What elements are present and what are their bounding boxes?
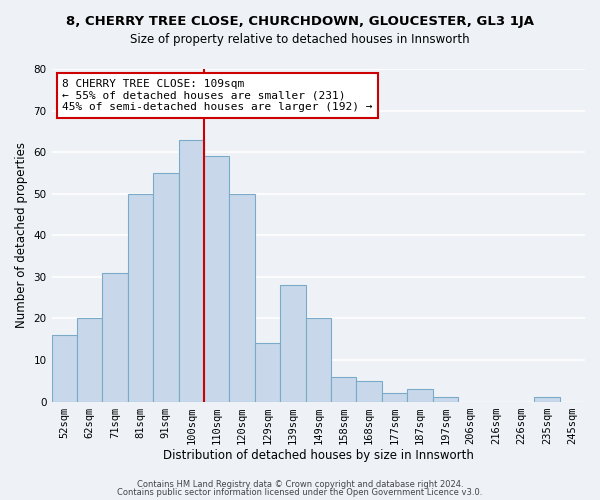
Text: Contains public sector information licensed under the Open Government Licence v3: Contains public sector information licen…: [118, 488, 482, 497]
Bar: [305, 318, 331, 402]
Bar: [534, 398, 560, 402]
Bar: [128, 194, 153, 402]
Bar: [52, 335, 77, 402]
Bar: [433, 398, 458, 402]
Bar: [77, 318, 103, 402]
Y-axis label: Number of detached properties: Number of detached properties: [15, 142, 28, 328]
Bar: [179, 140, 204, 402]
Bar: [229, 194, 255, 402]
X-axis label: Distribution of detached houses by size in Innsworth: Distribution of detached houses by size …: [163, 450, 474, 462]
Bar: [356, 381, 382, 402]
Text: 8 CHERRY TREE CLOSE: 109sqm
← 55% of detached houses are smaller (231)
45% of se: 8 CHERRY TREE CLOSE: 109sqm ← 55% of det…: [62, 79, 373, 112]
Bar: [204, 156, 229, 402]
Text: Contains HM Land Registry data © Crown copyright and database right 2024.: Contains HM Land Registry data © Crown c…: [137, 480, 463, 489]
Bar: [407, 389, 433, 402]
Bar: [255, 344, 280, 402]
Bar: [103, 272, 128, 402]
Bar: [382, 394, 407, 402]
Text: 8, CHERRY TREE CLOSE, CHURCHDOWN, GLOUCESTER, GL3 1JA: 8, CHERRY TREE CLOSE, CHURCHDOWN, GLOUCE…: [66, 15, 534, 28]
Bar: [331, 376, 356, 402]
Bar: [153, 173, 179, 402]
Bar: [280, 285, 305, 402]
Text: Size of property relative to detached houses in Innsworth: Size of property relative to detached ho…: [130, 32, 470, 46]
